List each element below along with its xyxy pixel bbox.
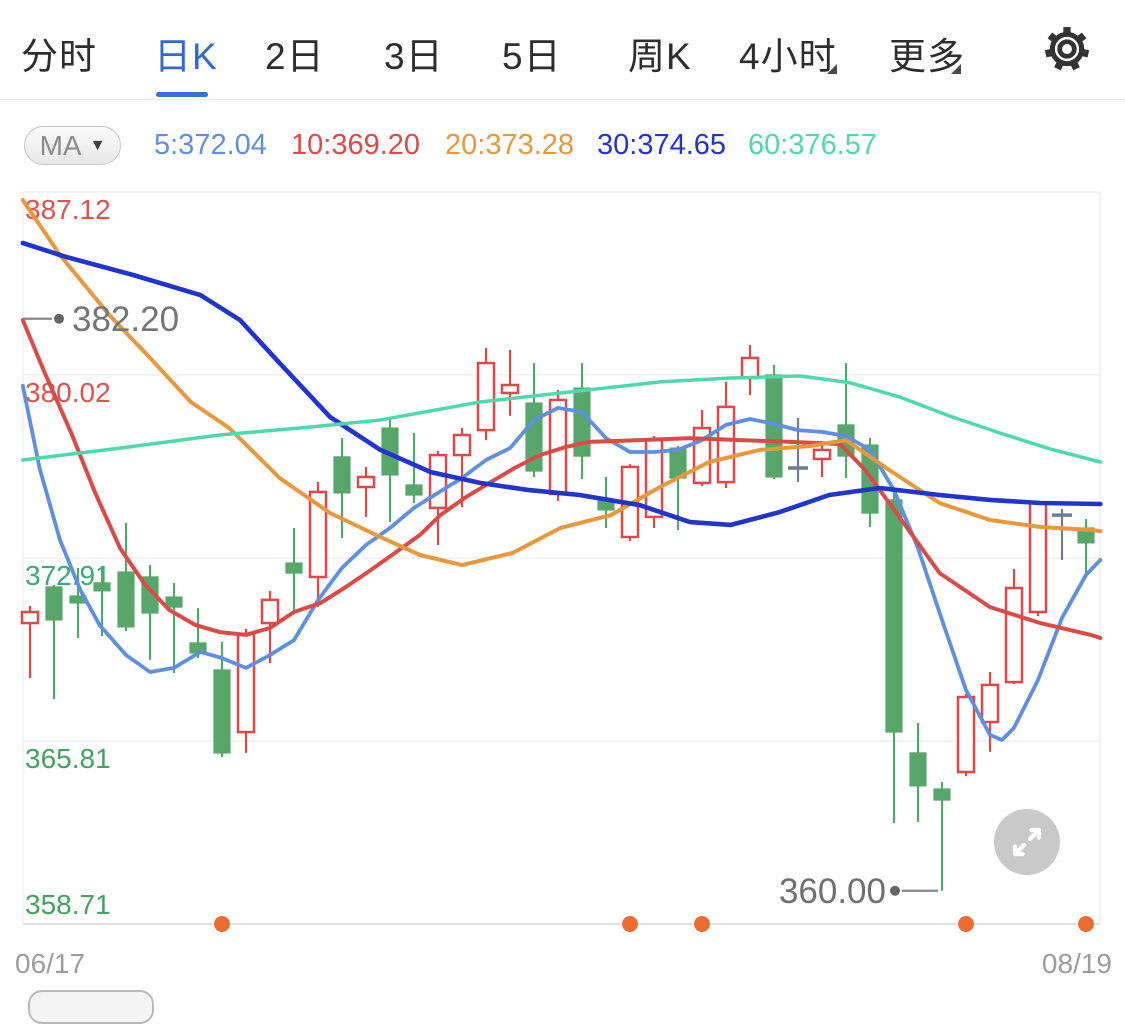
tab-分时[interactable]: 分时 [21,36,97,77]
tab-日K[interactable]: 日K [154,36,218,77]
ma-line-ma10 [20,318,1103,640]
ma-legend-row: MA ▼ 5:372.04 10:369.20 20:373.28 30:374.65… [0,110,1125,180]
ma-button-label: MA [39,129,82,161]
candle-body [980,683,1000,724]
caret-down-icon [827,64,837,74]
candle-body [308,490,328,579]
candle-body [1004,586,1024,684]
tab-5日[interactable]: 5日 [502,36,562,77]
candle-body [45,586,63,621]
candle-body [285,562,303,574]
event-dot [214,916,230,932]
y-axis-label: 380.02 [25,377,111,408]
event-dot [1078,916,1094,932]
tab-2日[interactable]: 2日 [265,36,325,77]
candle-body [405,484,423,496]
y-axis-label: 358.71 [25,889,111,920]
ma-line-ma30 [20,240,1103,528]
candle-body [260,598,280,625]
y-axis-label: 387.12 [25,194,111,225]
candle-body [812,448,832,461]
ma-line-ma5 [20,383,1103,742]
candle-body [356,475,376,489]
caret-down-icon: ▼ [89,136,106,154]
candle-body [93,582,111,592]
price-callout-label: 360.00 [779,872,886,911]
candle-body [236,632,256,734]
callout-dot [54,313,64,324]
candle-body [885,499,903,733]
candle-body [909,752,927,787]
settings-button[interactable] [1040,22,1094,76]
candle-body [956,695,976,774]
tab-3日[interactable]: 3日 [384,36,444,77]
candle-body [213,669,231,754]
caret-down-icon [951,64,961,74]
candle-body [500,383,520,395]
partial-indicator-button[interactable] [28,990,154,1024]
expand-arrows-icon [1012,827,1042,857]
callout-dot [890,885,900,896]
event-dot [958,916,974,932]
ma-line-ma60 [21,374,1103,464]
price-callout-label: 382.20 [72,300,179,339]
gear-icon [1044,27,1090,71]
x-axis-start-label: 06/17 [15,948,85,979]
candle-body [740,356,760,380]
ma-line-ma20 [20,198,1103,568]
event-dot [622,916,638,932]
candle-body [20,610,40,625]
y-axis-label: 365.81 [25,743,111,774]
x-axis-end-label: 08/19 [1042,948,1112,979]
ma-legend-value: 10:369.20 [291,129,421,161]
event-dot [694,916,710,932]
candle-body [117,571,135,628]
candle-body [165,596,183,608]
active-tab-underline [156,92,208,97]
tab-4小时[interactable]: 4小时 [739,36,837,77]
fullscreen-button[interactable] [994,809,1060,875]
candle-body [452,433,472,457]
ma-legend-value: 5:372.04 [154,129,267,161]
candle-body [933,788,951,801]
ma-legend-value: 30:374.65 [597,129,727,161]
candle-body [1028,501,1048,614]
candlestick-chart[interactable]: 387.12380.02372.91365.81358.71382.20360.… [0,0,1125,996]
period-tab-bar: 分时 日K 2日 3日 5日 周K 4小时 更多 [0,0,1125,100]
candle-body [476,361,496,432]
ma-indicator-button[interactable]: MA ▼ [24,126,121,165]
candle-body [716,405,736,484]
tab-周K[interactable]: 周K [628,36,692,77]
candle-body [333,456,351,494]
candle-body [428,453,448,510]
ma-legend-value: 20:373.28 [445,129,575,161]
ma-legend-value: 60:376.57 [748,129,878,161]
